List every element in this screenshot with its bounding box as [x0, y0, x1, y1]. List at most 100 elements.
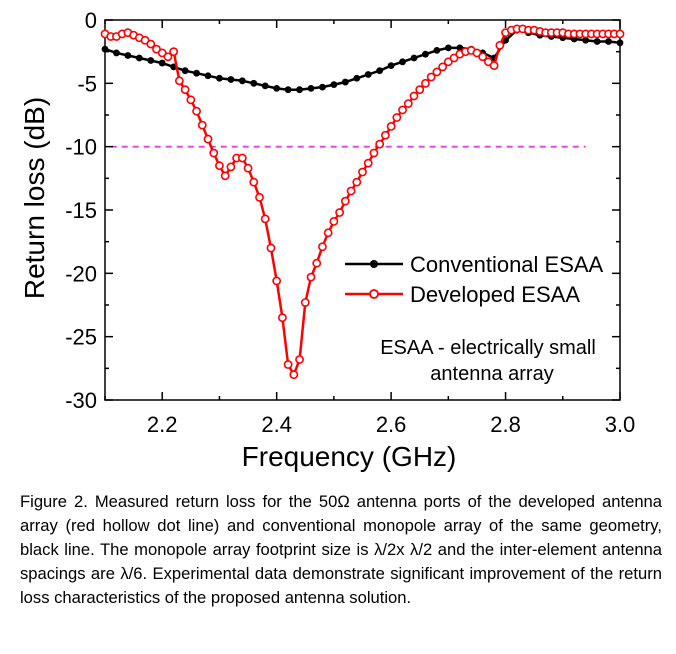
data-point-conventional-esaa — [124, 52, 132, 59]
data-point-developed-esaa — [398, 105, 407, 115]
data-point-conventional-esaa — [113, 49, 120, 57]
data-point-developed-esaa — [243, 163, 253, 173]
y-tick-label: -20 — [65, 261, 97, 286]
y-tick-labels: 0 -5 -10 -15 -20 -25 -30 — [65, 8, 97, 413]
data-point-developed-esaa — [300, 298, 310, 307]
series-group — [100, 24, 625, 380]
data-point-developed-esaa — [186, 95, 196, 105]
data-point-conventional-esaa — [341, 78, 349, 86]
data-point-conventional-esaa — [319, 83, 326, 91]
data-point-conventional-esaa — [273, 85, 281, 92]
data-point-developed-esaa — [146, 39, 156, 49]
data-point-developed-esaa — [340, 196, 350, 206]
data-point-conventional-esaa — [364, 71, 372, 78]
data-point-developed-esaa — [226, 162, 236, 172]
x-tick-labels: 2.2 2.4 2.6 2.8 3.0 — [147, 412, 635, 437]
data-point-developed-esaa — [380, 130, 390, 140]
data-point-developed-esaa — [346, 186, 356, 196]
data-point-developed-esaa — [295, 355, 304, 364]
data-point-developed-esaa — [318, 242, 327, 252]
data-point-conventional-esaa — [422, 50, 429, 58]
legend-marker-developed — [369, 289, 379, 299]
data-point-conventional-esaa — [261, 82, 269, 90]
x-tick-label: 3.0 — [605, 412, 636, 437]
legend-label-conventional: Conventional ESAA — [410, 252, 604, 277]
data-point-developed-esaa — [192, 106, 201, 116]
data-point-conventional-esaa — [456, 44, 464, 52]
x-tick-label: 2.8 — [490, 412, 521, 437]
y-tick-label: -5 — [77, 71, 97, 96]
data-point-developed-esaa — [426, 72, 436, 82]
data-point-developed-esaa — [174, 76, 184, 86]
data-point-developed-esaa — [386, 122, 396, 131]
y-tick-label: 0 — [85, 8, 97, 33]
data-point-conventional-esaa — [605, 38, 612, 45]
data-point-conventional-esaa — [238, 77, 246, 85]
data-point-conventional-esaa — [296, 86, 303, 94]
data-point-conventional-esaa — [330, 81, 338, 88]
data-point-developed-esaa — [409, 91, 419, 101]
data-point-developed-esaa — [432, 67, 442, 77]
data-point-developed-esaa — [438, 62, 448, 72]
legend-marker-conventional — [370, 260, 378, 268]
data-point-conventional-esaa — [204, 72, 212, 80]
data-point-developed-esaa — [249, 177, 259, 187]
data-point-developed-esaa — [358, 167, 367, 177]
data-point-developed-esaa — [255, 192, 264, 202]
data-point-developed-esaa — [335, 208, 345, 217]
data-point-developed-esaa — [197, 120, 207, 130]
data-point-developed-esaa — [615, 29, 625, 39]
data-point-conventional-esaa — [158, 59, 166, 67]
data-point-conventional-esaa — [410, 54, 418, 62]
data-point-conventional-esaa — [399, 58, 406, 66]
data-point-developed-esaa — [478, 52, 488, 62]
data-point-developed-esaa — [277, 313, 287, 323]
data-point-developed-esaa — [392, 113, 402, 122]
data-point-developed-esaa — [495, 40, 505, 50]
x-tick-label: 2.2 — [147, 412, 178, 437]
data-point-developed-esaa — [352, 177, 362, 187]
y-tick-label: -25 — [65, 325, 97, 350]
data-point-conventional-esaa — [216, 74, 223, 82]
data-point-developed-esaa — [375, 139, 385, 149]
figure-caption: Figure 2. Measured return loss for the 5… — [20, 492, 662, 607]
data-point-conventional-esaa — [593, 38, 601, 45]
data-point-conventional-esaa — [582, 36, 590, 44]
data-point-developed-esaa — [266, 243, 276, 253]
return-loss-chart: 2.2 2.4 2.6 2.8 3.0 0 -5 -10 -15 -20 -25 -30 Frequ… — [19, 8, 635, 472]
data-point-developed-esaa — [415, 85, 425, 95]
data-point-conventional-esaa — [193, 69, 200, 77]
data-point-conventional-esaa — [135, 54, 143, 62]
annotation: ESAA - electrically small antenna array — [380, 337, 596, 385]
data-point-conventional-esaa — [227, 76, 235, 83]
data-point-developed-esaa — [489, 61, 499, 70]
data-point-developed-esaa — [163, 52, 173, 62]
data-point-developed-esaa — [237, 153, 247, 163]
x-tick-label: 2.4 — [261, 412, 292, 437]
data-point-developed-esaa — [363, 158, 373, 168]
data-point-developed-esaa — [209, 148, 219, 158]
data-point-conventional-esaa — [444, 44, 452, 52]
data-point-developed-esaa — [329, 216, 339, 226]
data-point-conventional-esaa — [307, 85, 315, 92]
y-tick-label: -15 — [65, 198, 97, 223]
y-tick-label: -30 — [65, 388, 97, 413]
data-point-conventional-esaa — [250, 79, 258, 87]
ticks-group — [104, 19, 621, 401]
data-point-developed-esaa — [180, 85, 190, 95]
legend: Conventional ESAA Developed ESAA — [345, 252, 604, 307]
data-point-developed-esaa — [289, 370, 299, 380]
data-point-developed-esaa — [306, 272, 316, 282]
data-point-developed-esaa — [260, 214, 270, 224]
data-point-developed-esaa — [323, 228, 333, 238]
data-point-developed-esaa — [220, 171, 230, 181]
x-tick-label: 2.6 — [376, 412, 407, 437]
data-point-developed-esaa — [169, 47, 179, 57]
data-point-conventional-esaa — [433, 47, 441, 54]
data-point-developed-esaa — [421, 78, 430, 88]
data-point-developed-esaa — [215, 161, 224, 171]
data-point-conventional-esaa — [353, 74, 361, 82]
legend-label-developed: Developed ESAA — [410, 282, 580, 307]
data-point-developed-esaa — [369, 148, 379, 158]
y-tick-label: -10 — [65, 135, 97, 160]
